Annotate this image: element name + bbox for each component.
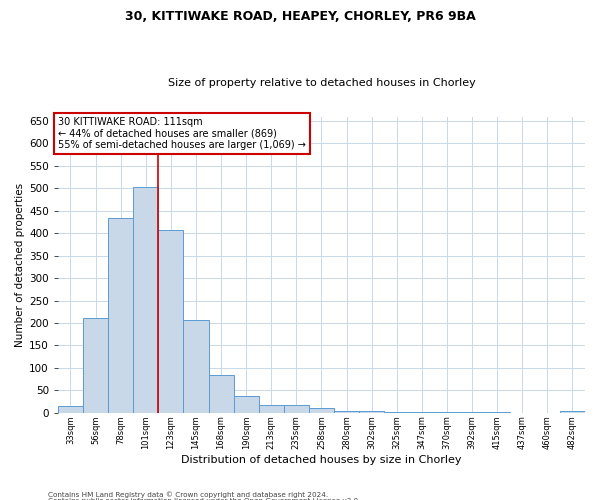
Text: 30, KITTIWAKE ROAD, HEAPEY, CHORLEY, PR6 9BA: 30, KITTIWAKE ROAD, HEAPEY, CHORLEY, PR6… bbox=[125, 10, 475, 23]
Bar bbox=[259, 404, 284, 413]
X-axis label: Distribution of detached houses by size in Chorley: Distribution of detached houses by size … bbox=[181, 455, 462, 465]
Bar bbox=[560, 410, 585, 413]
Bar bbox=[460, 412, 485, 413]
Bar bbox=[334, 410, 359, 413]
Bar bbox=[133, 187, 158, 413]
Bar bbox=[409, 412, 434, 413]
Bar bbox=[233, 396, 259, 413]
Bar bbox=[284, 404, 309, 413]
Bar bbox=[485, 412, 510, 413]
Text: Contains HM Land Registry data © Crown copyright and database right 2024.: Contains HM Land Registry data © Crown c… bbox=[48, 491, 328, 498]
Bar bbox=[184, 320, 209, 413]
Bar bbox=[83, 318, 108, 413]
Bar bbox=[209, 375, 233, 413]
Bar bbox=[309, 408, 334, 413]
Bar bbox=[384, 412, 409, 413]
Title: Size of property relative to detached houses in Chorley: Size of property relative to detached ho… bbox=[167, 78, 475, 88]
Bar bbox=[58, 406, 83, 413]
Text: 30 KITTIWAKE ROAD: 111sqm
← 44% of detached houses are smaller (869)
55% of semi: 30 KITTIWAKE ROAD: 111sqm ← 44% of detac… bbox=[58, 116, 306, 150]
Bar bbox=[108, 218, 133, 413]
Y-axis label: Number of detached properties: Number of detached properties bbox=[15, 182, 25, 346]
Bar bbox=[158, 230, 184, 413]
Text: Contains public sector information licensed under the Open Government Licence v3: Contains public sector information licen… bbox=[48, 498, 361, 500]
Bar bbox=[434, 412, 460, 413]
Bar bbox=[359, 410, 384, 413]
